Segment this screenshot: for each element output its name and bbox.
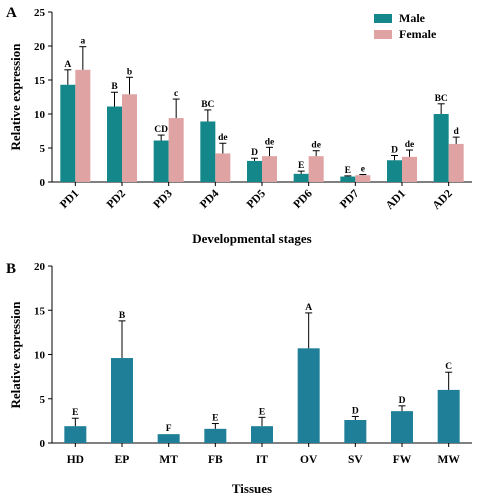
y-tick-label: 0 (40, 177, 46, 189)
legend-female-swatch (374, 30, 392, 39)
significance-letter: E (212, 414, 218, 424)
bar (437, 389, 460, 443)
bar (75, 69, 91, 182)
panel-a-legend: Male Female (374, 11, 437, 41)
panel-b-chart: B Relative expression Tissues 0 5 10 15 20 HD… (6, 261, 472, 496)
x-tick-label: MW (437, 454, 460, 466)
significance-letter: c (174, 89, 178, 99)
bar (293, 173, 309, 182)
significance-letter: C (445, 362, 452, 372)
significance-letter: D (352, 406, 359, 416)
bar (111, 358, 133, 443)
significance-letter: de (311, 141, 321, 151)
significance-letter: e (361, 165, 365, 175)
x-tick-label: AD1 (384, 187, 408, 211)
panel-a-chart: A Relative expression Developmental stag… (6, 5, 472, 246)
bar (215, 153, 231, 182)
bar (433, 114, 449, 182)
bar (247, 160, 262, 182)
significance-letter: D (251, 148, 258, 158)
y-tick-label: 25 (34, 7, 46, 19)
panel-a-label: A (6, 5, 17, 21)
significance-letter: a (80, 37, 85, 47)
bar (60, 84, 76, 182)
x-tick-label: HD (67, 454, 84, 466)
x-tick-label: PD1 (58, 187, 82, 211)
bar (251, 426, 273, 443)
significance-letter: de (405, 140, 415, 150)
significance-letter: B (111, 82, 118, 92)
x-tick-label: FW (393, 454, 412, 466)
y-tick-label: 0 (40, 438, 46, 450)
panel-a-x-axis-title: Developmental stages (192, 231, 312, 246)
panel-b-bars: E B F E E A D D C (64, 303, 460, 443)
panel-a-y-axis-title: Relative expression (8, 43, 23, 151)
bar (107, 106, 122, 182)
significance-letter: B (119, 311, 126, 321)
y-tick-label: 5 (40, 394, 46, 406)
y-tick-label: 10 (34, 109, 46, 121)
bar (200, 121, 216, 182)
significance-letter: de (218, 133, 228, 143)
x-tick-label: EP (115, 454, 130, 466)
legend-female-label: Female (399, 27, 437, 41)
x-tick-label: AD2 (430, 187, 454, 211)
significance-letter: b (127, 67, 132, 77)
significance-letter: E (345, 166, 351, 176)
significance-letter: E (298, 161, 304, 171)
x-tick-label: FB (208, 454, 223, 466)
panel-b-x-axis-title: Tissues (232, 481, 272, 496)
x-tick-label: SV (348, 454, 363, 466)
significance-letter: D (391, 145, 398, 155)
panel-b-label: B (6, 261, 16, 277)
y-tick-label: 10 (34, 350, 46, 362)
significance-letter: E (259, 407, 265, 417)
x-tick-label: OV (300, 454, 318, 466)
x-tick-label: PD6 (291, 187, 315, 211)
bar (122, 94, 137, 182)
significance-letter: d (454, 127, 460, 137)
bar (64, 426, 87, 443)
x-tick-label: IT (256, 454, 268, 466)
x-tick-label: PD7 (338, 187, 362, 211)
significance-letter: de (265, 137, 275, 147)
y-tick-label: 20 (34, 41, 46, 53)
legend-male-label: Male (399, 11, 426, 25)
significance-letter: CD (154, 125, 168, 135)
x-tick-label: PD2 (105, 187, 129, 211)
bar (387, 160, 402, 182)
bar (262, 156, 277, 182)
bar (340, 176, 356, 182)
bar (153, 140, 169, 182)
x-tick-label: PD4 (198, 187, 222, 211)
x-tick-label: PD5 (245, 187, 269, 211)
panel-a-bars: Aa Bb CD c BC de Dde Ede E e Dde BC d (60, 37, 464, 182)
x-tick-label: MT (159, 454, 178, 466)
bar (391, 411, 413, 443)
legend-male-swatch (374, 14, 392, 23)
bar (308, 156, 324, 182)
significance-letter: D (399, 396, 406, 406)
y-tick-label: 15 (34, 75, 46, 87)
significance-letter: F (166, 424, 172, 434)
bar (344, 419, 367, 443)
bar (402, 156, 417, 182)
bar (297, 348, 320, 443)
significance-letter: E (72, 408, 78, 418)
y-tick-label: 20 (34, 261, 46, 273)
bar (204, 428, 227, 443)
y-tick-label: 15 (34, 305, 46, 317)
significance-letter: A (305, 303, 312, 313)
significance-letter: BC (201, 100, 214, 110)
x-tick-label: PD3 (151, 187, 175, 211)
significance-letter: BC (435, 94, 448, 104)
significance-letter: A (64, 60, 71, 70)
bar (355, 175, 371, 182)
bar (157, 434, 180, 443)
y-tick-label: 5 (40, 143, 46, 155)
panel-b-y-axis-title: Relative expression (8, 301, 23, 409)
bar (168, 118, 184, 182)
bar (448, 143, 464, 182)
